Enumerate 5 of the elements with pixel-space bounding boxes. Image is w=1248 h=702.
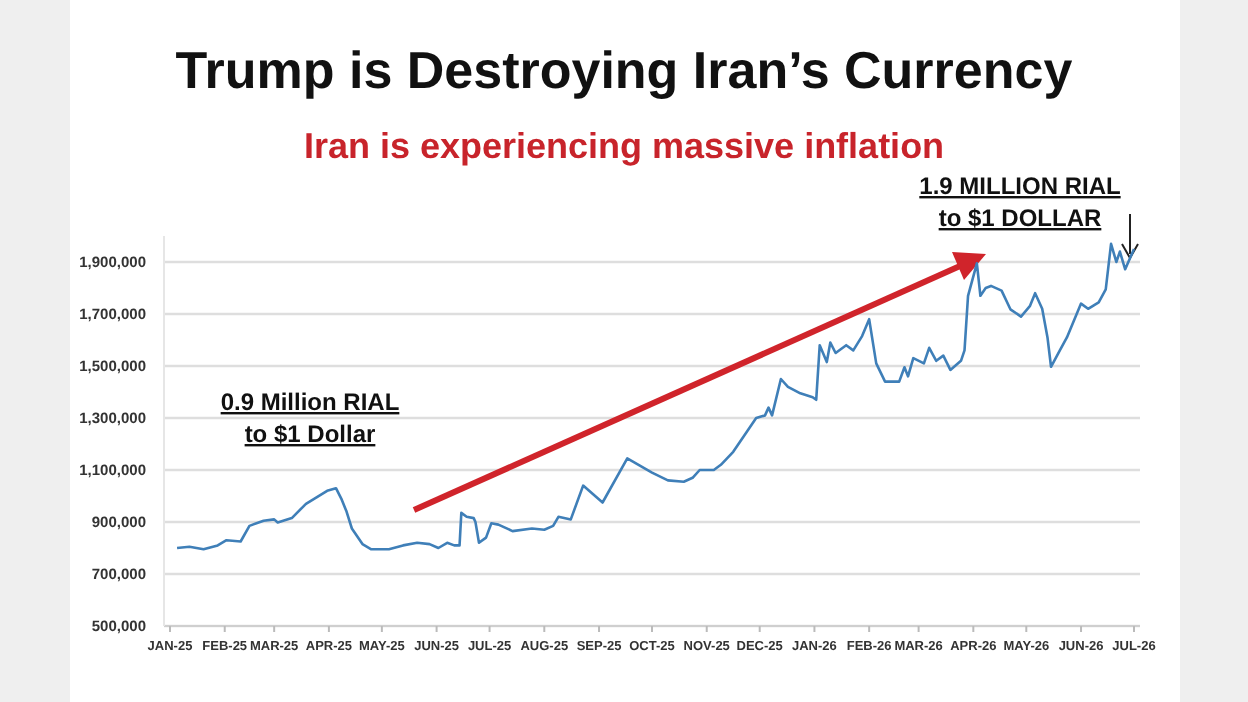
annotation: 0.9 Million RIAL to $1 Dollar [220,388,400,448]
chart-subtitle: Iran is experiencing massive inflation [303,126,945,166]
line-series [175,242,1136,551]
chart-title: Trump is Destroying Iran’s Currency [175,40,1074,100]
text: 1.9 MILLION RIAL to $1 DOLLAR [919,172,1121,232]
